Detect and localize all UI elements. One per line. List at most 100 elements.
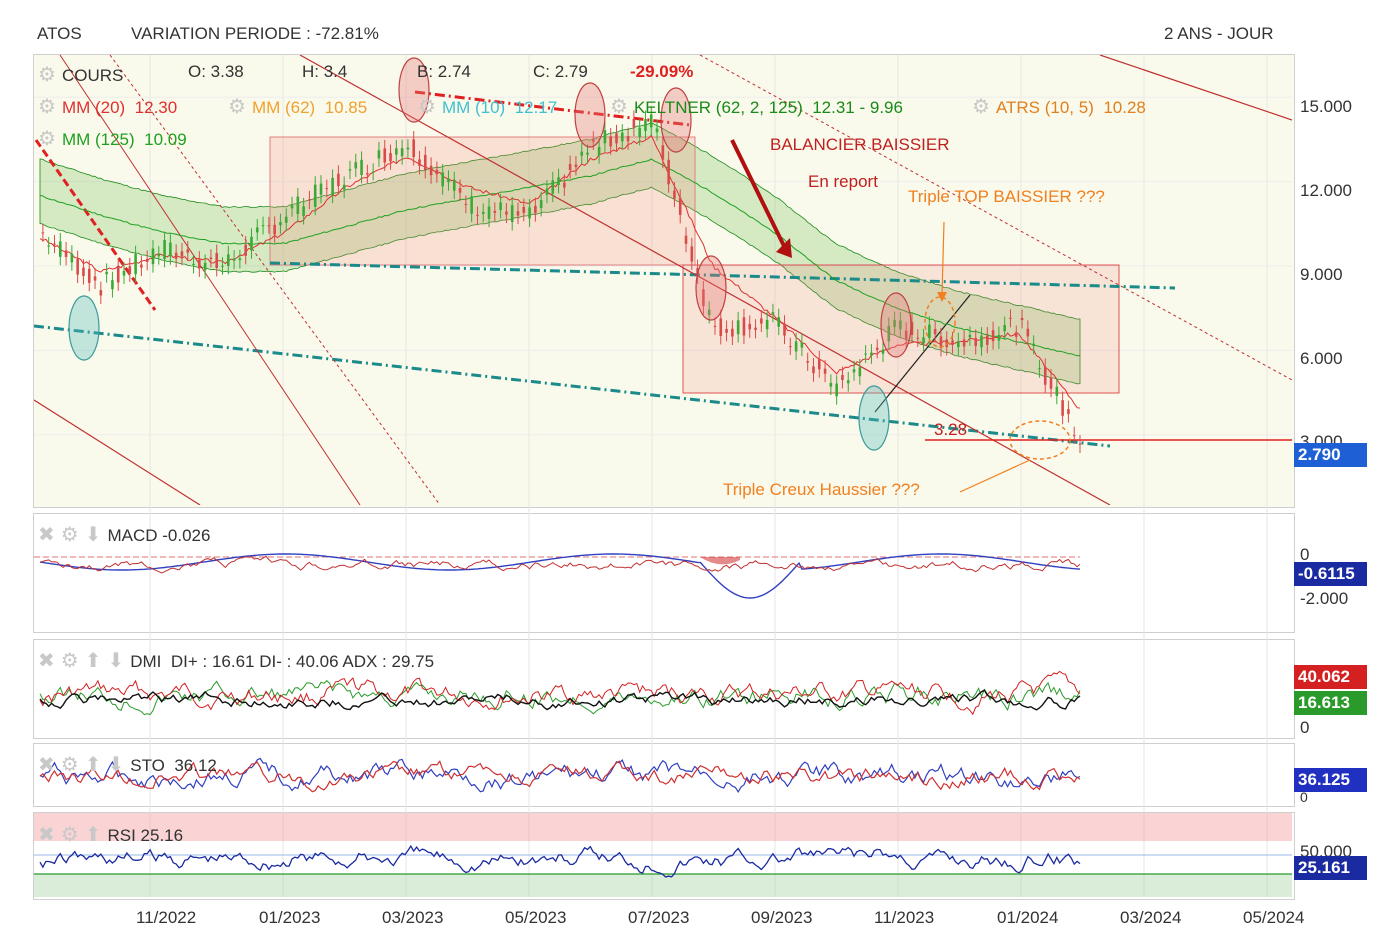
x-tick-01-2024: 01/2024 bbox=[997, 908, 1059, 927]
candle-body bbox=[510, 205, 514, 223]
candle-body bbox=[586, 152, 589, 155]
candle-body bbox=[452, 180, 456, 191]
gear-icon[interactable]: ⚙ bbox=[610, 96, 628, 118]
triple-top-arrowhead bbox=[937, 292, 947, 302]
mm62-legend[interactable]: ⚙ MM (62) 10.85 bbox=[228, 94, 367, 119]
candle-body bbox=[592, 139, 595, 142]
candle-body bbox=[1067, 409, 1070, 415]
dmi-plus-box: 16.613 bbox=[1294, 691, 1367, 715]
candle-body bbox=[765, 319, 769, 330]
x-tick-01-2023: 01/2023 bbox=[259, 908, 321, 927]
candle-body bbox=[852, 369, 856, 373]
macd-value: -0.026 bbox=[162, 526, 211, 545]
candle-body bbox=[933, 328, 937, 335]
highlight-ellipse bbox=[398, 57, 430, 123]
gear-icon[interactable]: ⚙ bbox=[60, 754, 79, 776]
candle-body bbox=[493, 210, 497, 213]
macd-layer bbox=[34, 553, 1081, 599]
candle-body bbox=[609, 136, 612, 147]
gear-icon[interactable]: ⚙ bbox=[38, 64, 56, 86]
candle-body bbox=[846, 380, 850, 384]
candle-body bbox=[516, 211, 520, 216]
candle-body bbox=[690, 246, 694, 262]
gear-icon[interactable]: ⚙ bbox=[60, 824, 79, 846]
close-icon[interactable]: ✖ bbox=[38, 524, 55, 546]
arrow-up-icon[interactable]: ⬆ bbox=[84, 754, 102, 776]
x-tick-11-2022: 11/2022 bbox=[136, 908, 197, 927]
close-icon[interactable]: ✖ bbox=[38, 754, 55, 776]
gear-icon[interactable]: ⚙ bbox=[60, 650, 79, 672]
annotation-en-report: En report bbox=[808, 172, 878, 191]
candle-body bbox=[980, 335, 983, 348]
fan-line bbox=[59, 55, 361, 505]
candle-body bbox=[1003, 325, 1006, 332]
candle-body bbox=[221, 265, 224, 267]
channel-line bbox=[299, 55, 1111, 505]
gear-icon[interactable]: ⚙ bbox=[418, 96, 436, 118]
candle-body bbox=[916, 337, 920, 339]
balancier-arrow bbox=[730, 139, 787, 249]
candle-body bbox=[597, 146, 601, 156]
gear-icon[interactable]: ⚙ bbox=[38, 128, 56, 150]
keltner-legend[interactable]: ⚙ KELTNER (62, 2, 125) 12.31 - 9.96 bbox=[610, 94, 903, 119]
candle-body bbox=[771, 312, 775, 314]
top-line bbox=[414, 90, 691, 127]
candle-body bbox=[331, 177, 334, 195]
candle-body bbox=[157, 254, 161, 257]
mm20-legend[interactable]: ⚙ MM (20) 12.30 bbox=[38, 94, 177, 119]
candle-body bbox=[910, 321, 914, 335]
candle-body bbox=[1038, 368, 1041, 370]
close-icon[interactable]: ✖ bbox=[38, 824, 55, 846]
candle-body bbox=[945, 339, 949, 348]
arrow-up-icon[interactable]: ⬆ bbox=[84, 650, 102, 672]
gear-icon[interactable]: ⚙ bbox=[972, 96, 990, 118]
gear-icon[interactable]: ⚙ bbox=[60, 524, 79, 546]
candle-body bbox=[875, 347, 879, 350]
arrow-down-icon[interactable]: ⬇ bbox=[107, 650, 125, 672]
candle-body bbox=[835, 383, 838, 397]
arrow-down-icon[interactable]: ⬇ bbox=[107, 754, 125, 776]
close-icon[interactable]: ✖ bbox=[38, 650, 55, 672]
triple-top-ellipse bbox=[924, 296, 956, 348]
dmi-header: ✖ ⚙ ⬆ ⬇ DMI DI+ : 16.61 DI- : 40.06 ADX : 29… bbox=[38, 648, 434, 673]
candle-body bbox=[557, 177, 560, 185]
candle-body bbox=[528, 207, 531, 219]
macd-line bbox=[39, 553, 1081, 599]
candle-body bbox=[1014, 333, 1018, 337]
candle-body bbox=[308, 199, 311, 201]
candle-body bbox=[667, 159, 670, 185]
candle-body bbox=[487, 206, 491, 219]
mm125-legend[interactable]: ⚙ MM (125) 10.09 bbox=[38, 126, 187, 151]
candle-body bbox=[470, 196, 473, 214]
atrs-value: 10.28 bbox=[1103, 98, 1146, 117]
arrow-down-icon[interactable]: ⬇ bbox=[84, 524, 102, 546]
rsi-overbought-zone bbox=[34, 813, 1292, 841]
candle-body bbox=[1061, 400, 1064, 416]
dmi-values: DI+ : 16.61 DI- : 40.06 ADX : 29.75 bbox=[170, 652, 435, 671]
candle-body bbox=[93, 276, 97, 281]
cours-legend[interactable]: ⚙ COURS bbox=[38, 62, 123, 87]
candle-body bbox=[1043, 366, 1047, 385]
candle-body bbox=[957, 341, 960, 348]
dmi-minus-box: 40.062 bbox=[1294, 665, 1367, 689]
candle-body bbox=[64, 250, 68, 257]
candle-body bbox=[163, 240, 166, 259]
mm10-legend[interactable]: ⚙ MM (10) 12.17 bbox=[418, 94, 557, 119]
annotation-triple-top: Triple TOP BAISSIER ??? bbox=[908, 187, 1105, 206]
candle-body bbox=[383, 148, 387, 163]
gear-icon[interactable]: ⚙ bbox=[38, 96, 56, 118]
candle-body bbox=[174, 252, 178, 259]
x-tick-09-2023: 09/2023 bbox=[751, 908, 813, 927]
sto-tick-0: 0 bbox=[1300, 789, 1308, 805]
candle-body bbox=[841, 374, 844, 380]
atrs-legend[interactable]: ⚙ ATRS (10, 5) 10.28 bbox=[972, 94, 1146, 119]
candle-body bbox=[754, 327, 757, 330]
candle-body bbox=[939, 336, 943, 349]
macd-label: MACD bbox=[107, 526, 158, 545]
period-selector[interactable]: 2 ANS - JOUR bbox=[1164, 24, 1274, 43]
candle-body bbox=[412, 139, 416, 158]
arrow-up-icon[interactable]: ⬆ bbox=[84, 824, 102, 846]
gear-icon[interactable]: ⚙ bbox=[228, 96, 246, 118]
candle-body bbox=[255, 227, 259, 233]
y-tick-15: 15.000 bbox=[1300, 97, 1352, 116]
